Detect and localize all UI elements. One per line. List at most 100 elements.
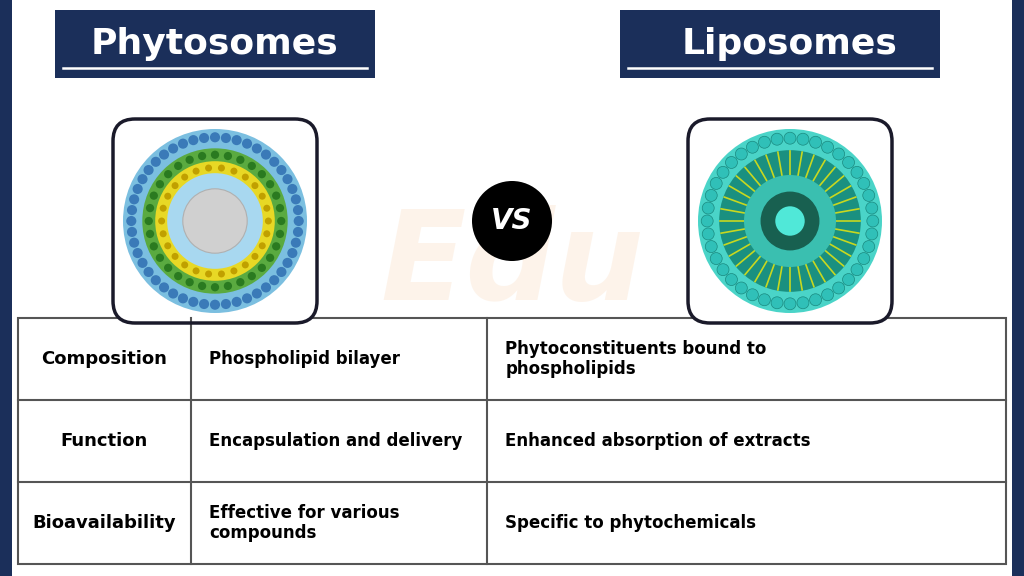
Circle shape — [771, 297, 783, 309]
Text: Liposomes: Liposomes — [682, 27, 898, 61]
Circle shape — [198, 282, 206, 290]
Circle shape — [181, 173, 188, 181]
Circle shape — [160, 230, 167, 237]
Circle shape — [851, 166, 863, 179]
Circle shape — [143, 165, 154, 175]
Circle shape — [156, 180, 164, 188]
Text: Encapsulation and delivery: Encapsulation and delivery — [209, 432, 462, 450]
Circle shape — [210, 300, 220, 310]
FancyBboxPatch shape — [113, 119, 317, 323]
Circle shape — [143, 267, 154, 277]
Circle shape — [198, 152, 206, 160]
Circle shape — [252, 182, 258, 189]
Circle shape — [266, 180, 274, 188]
Circle shape — [248, 272, 256, 280]
Circle shape — [701, 215, 713, 227]
Circle shape — [248, 162, 256, 170]
Circle shape — [269, 157, 280, 167]
Circle shape — [866, 228, 878, 240]
Circle shape — [702, 228, 714, 240]
Circle shape — [199, 299, 209, 309]
Circle shape — [242, 139, 252, 149]
Circle shape — [717, 264, 729, 276]
Circle shape — [132, 184, 142, 194]
Circle shape — [784, 298, 796, 310]
Circle shape — [851, 264, 863, 276]
Circle shape — [258, 264, 266, 272]
Circle shape — [472, 181, 552, 261]
Circle shape — [156, 161, 274, 281]
Text: Bioavailability: Bioavailability — [33, 514, 176, 532]
Circle shape — [263, 204, 270, 212]
Circle shape — [211, 283, 219, 291]
Text: Composition: Composition — [42, 350, 167, 368]
Circle shape — [242, 293, 252, 304]
Circle shape — [821, 289, 834, 301]
Circle shape — [833, 148, 845, 160]
Circle shape — [145, 204, 155, 212]
Circle shape — [858, 177, 869, 190]
Circle shape — [224, 282, 232, 290]
Circle shape — [188, 135, 199, 145]
Circle shape — [263, 230, 270, 237]
Circle shape — [174, 272, 182, 280]
Circle shape — [725, 274, 737, 286]
Circle shape — [265, 218, 271, 225]
FancyBboxPatch shape — [0, 0, 12, 576]
Circle shape — [259, 242, 266, 249]
Circle shape — [137, 174, 147, 184]
Circle shape — [164, 170, 172, 179]
Circle shape — [269, 275, 280, 285]
Circle shape — [210, 132, 220, 142]
Circle shape — [181, 262, 188, 268]
Circle shape — [735, 148, 748, 160]
Circle shape — [821, 141, 834, 153]
Circle shape — [276, 165, 287, 175]
Circle shape — [151, 157, 161, 167]
Circle shape — [706, 241, 717, 252]
Circle shape — [230, 267, 238, 274]
Circle shape — [218, 271, 225, 278]
Circle shape — [293, 227, 303, 237]
Circle shape — [127, 205, 137, 215]
Circle shape — [291, 238, 301, 248]
FancyBboxPatch shape — [18, 318, 1006, 564]
Circle shape — [810, 294, 821, 306]
Circle shape — [242, 173, 249, 181]
Circle shape — [735, 282, 748, 294]
Circle shape — [221, 133, 231, 143]
Circle shape — [858, 253, 869, 264]
Circle shape — [784, 132, 796, 144]
Circle shape — [288, 184, 297, 194]
Circle shape — [278, 217, 286, 225]
Circle shape — [711, 177, 722, 190]
Circle shape — [744, 175, 836, 267]
Text: Phospholipid bilayer: Phospholipid bilayer — [209, 350, 400, 368]
Circle shape — [252, 253, 258, 260]
Circle shape — [272, 242, 281, 251]
Circle shape — [174, 162, 182, 170]
Circle shape — [719, 150, 861, 292]
Circle shape — [275, 204, 284, 212]
Circle shape — [293, 205, 303, 215]
Circle shape — [168, 289, 178, 298]
Circle shape — [237, 278, 245, 286]
Circle shape — [156, 253, 164, 262]
Circle shape — [218, 165, 225, 172]
Text: Effective for various
compounds: Effective for various compounds — [209, 503, 399, 543]
Text: VS: VS — [492, 207, 532, 235]
Circle shape — [261, 282, 271, 293]
Circle shape — [746, 289, 759, 301]
Circle shape — [288, 248, 297, 258]
Circle shape — [178, 139, 188, 149]
Circle shape — [866, 202, 878, 214]
Circle shape — [294, 216, 304, 226]
Circle shape — [711, 253, 722, 264]
Circle shape — [185, 156, 194, 164]
Circle shape — [221, 299, 231, 309]
Circle shape — [771, 133, 783, 145]
Circle shape — [126, 216, 136, 226]
FancyBboxPatch shape — [688, 119, 892, 323]
Text: Enhanced absorption of extracts: Enhanced absorption of extracts — [505, 432, 811, 450]
Circle shape — [810, 137, 821, 148]
